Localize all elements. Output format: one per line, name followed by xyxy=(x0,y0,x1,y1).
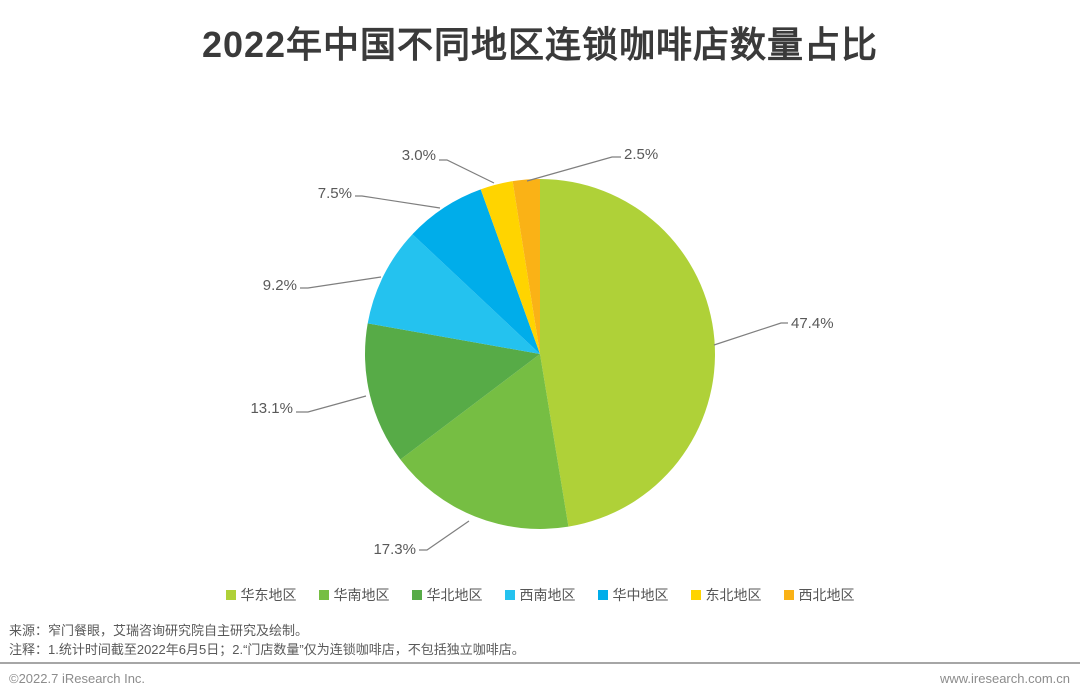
legend-item-2: 华北地区 xyxy=(411,585,483,605)
slice-percent-label: 47.4% xyxy=(791,315,834,332)
legend-item-3: 西南地区 xyxy=(504,585,576,605)
label-leader-line xyxy=(296,395,367,413)
footer-divider xyxy=(0,662,1080,664)
legend-item-6: 西北地区 xyxy=(783,585,855,605)
legend-swatch xyxy=(783,590,794,600)
slice-percent-label: 7.5% xyxy=(318,185,352,202)
legend-item-5: 东北地区 xyxy=(690,585,762,605)
label-leader-line xyxy=(355,195,441,209)
pie-slice-5 xyxy=(480,181,540,354)
pie-slice-4 xyxy=(412,189,540,354)
legend-label: 华南地区 xyxy=(333,587,390,603)
legend-swatch xyxy=(690,590,701,600)
label-leader-line xyxy=(439,159,495,184)
chart-title: 2022年中国不同地区连锁咖啡店数量占比 xyxy=(201,24,879,65)
pie-slice-6 xyxy=(512,179,540,354)
legend-item-4: 华中地区 xyxy=(597,585,669,605)
label-leader-line xyxy=(526,156,621,182)
legend-label: 西北地区 xyxy=(798,587,855,603)
note-line: 注释：1.统计时间截至2022年6月5日；2.“门店数量”仅为连锁咖啡店，不包括… xyxy=(9,642,525,657)
slice-percent-label: 2.5% xyxy=(624,146,658,163)
slice-percent-label: 9.2% xyxy=(263,277,297,294)
slice-percent-labels: 47.4% 17.3% 13.1% 9.2% 7.5% 3.0% 2.5% xyxy=(250,146,833,558)
label-leader-line xyxy=(419,520,470,551)
chart-legend: 华东地区 华南地区 华北地区 西南地区 华中地区 东北地区 西北地区 xyxy=(0,585,1080,605)
pie-slice-1 xyxy=(400,354,569,529)
slice-percent-label: 13.1% xyxy=(250,400,293,417)
legend-label: 华中地区 xyxy=(612,587,669,603)
legend-item-1: 华南地区 xyxy=(318,585,390,605)
website-text: www.iresearch.com.cn xyxy=(939,671,1070,686)
pie-slice-2 xyxy=(365,323,540,460)
pie-slice-0 xyxy=(540,179,715,527)
legend-swatch xyxy=(504,590,515,600)
slice-percent-label: 17.3% xyxy=(373,541,416,558)
label-leader-line xyxy=(713,322,788,346)
pie-slice-3 xyxy=(367,234,540,354)
label-leader-line xyxy=(300,276,382,289)
label-leader-lines xyxy=(296,156,788,551)
legend-swatch xyxy=(411,590,422,600)
legend-label: 华北地区 xyxy=(426,587,483,603)
legend-label: 西南地区 xyxy=(519,587,576,603)
legend-label: 东北地区 xyxy=(705,587,762,603)
pie-slices xyxy=(365,179,715,529)
legend-label: 华东地区 xyxy=(240,587,297,603)
legend-swatch xyxy=(225,590,236,600)
copyright-text: ©2022.7 iResearch Inc. xyxy=(9,671,146,686)
legend-swatch xyxy=(318,590,329,600)
legend-swatch xyxy=(597,590,608,600)
source-line: 来源：窄门餐眼，艾瑞咨询研究院自主研究及绘制。 xyxy=(9,623,309,638)
legend-item-0: 华东地区 xyxy=(225,585,297,605)
slice-percent-label: 3.0% xyxy=(402,147,436,164)
